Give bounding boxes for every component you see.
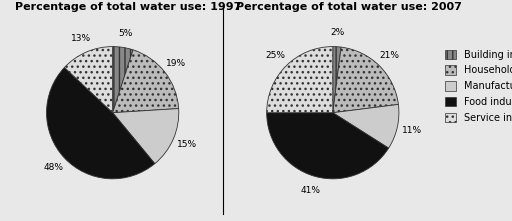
Text: 2%: 2%: [331, 28, 345, 37]
Text: 5%: 5%: [118, 29, 133, 38]
Text: Percentage of total water use: 2007: Percentage of total water use: 2007: [236, 2, 461, 12]
Text: 25%: 25%: [266, 51, 286, 60]
Wedge shape: [65, 47, 113, 113]
Text: Percentage of total water use: 1997: Percentage of total water use: 1997: [15, 2, 242, 12]
Wedge shape: [333, 47, 341, 113]
Wedge shape: [113, 50, 179, 113]
Text: 11%: 11%: [401, 126, 421, 135]
Wedge shape: [267, 47, 333, 113]
Text: 48%: 48%: [44, 164, 64, 172]
Text: 21%: 21%: [380, 51, 400, 60]
Wedge shape: [113, 109, 179, 164]
Wedge shape: [267, 113, 389, 179]
Text: 15%: 15%: [177, 140, 197, 149]
Wedge shape: [113, 47, 133, 113]
Wedge shape: [333, 47, 398, 113]
Text: 19%: 19%: [166, 59, 186, 68]
Wedge shape: [47, 67, 155, 179]
Legend: Building industry, Household use, Manufacturing, Food industry, Service industry: Building industry, Household use, Manufa…: [444, 50, 512, 123]
Text: 13%: 13%: [71, 34, 91, 43]
Wedge shape: [333, 105, 399, 148]
Text: 41%: 41%: [301, 186, 321, 195]
